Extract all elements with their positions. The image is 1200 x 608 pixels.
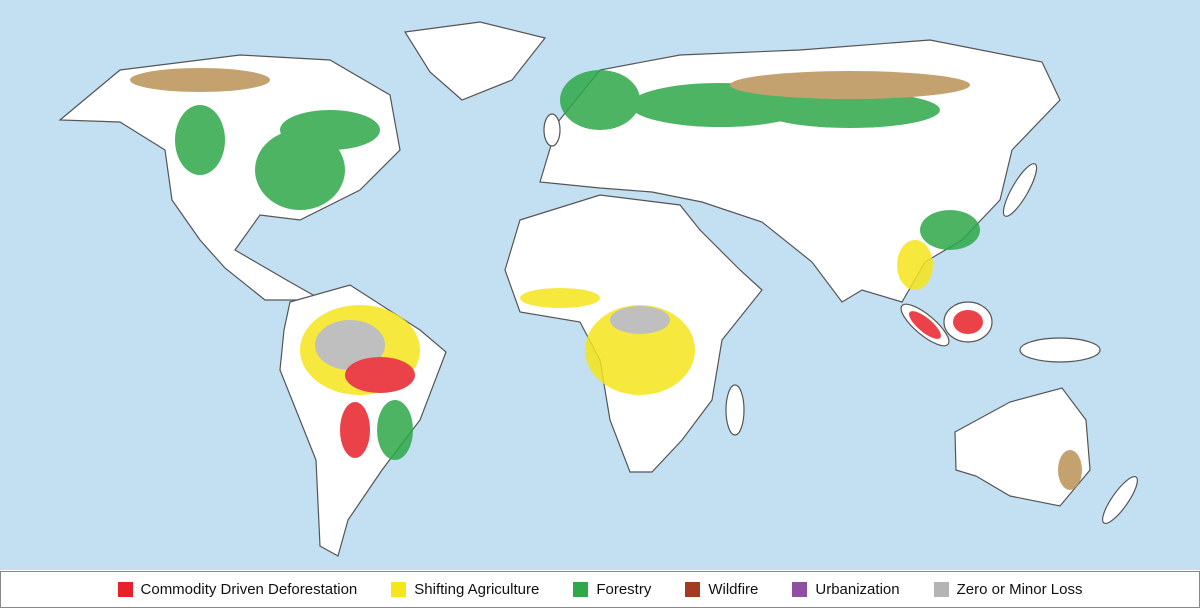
forestry-patch (255, 130, 345, 210)
new-zealand (1102, 476, 1138, 524)
new-guinea (1019, 337, 1101, 363)
legend-swatch (933, 582, 949, 597)
legend-label: Forestry (596, 581, 652, 598)
greenland (403, 21, 547, 101)
shifting-patch (897, 240, 933, 290)
legend-swatch (391, 582, 407, 597)
legend: Commodity Driven Deforestation Shifting A… (0, 571, 1200, 608)
forestry-patch (560, 70, 640, 130)
legend-item: Wildfire (685, 581, 758, 598)
legend-label: Shifting Agriculture (414, 581, 540, 598)
minor-loss-patch (610, 306, 670, 334)
legend-item: Zero or Minor Loss (933, 581, 1083, 598)
loss-patches (130, 68, 1082, 490)
forestry-patch (760, 92, 940, 128)
shifting-patch (520, 288, 600, 308)
forestry-patch (175, 105, 225, 175)
minor-loss-patch (315, 320, 385, 370)
legend-swatch (573, 582, 589, 597)
commodity-patch (909, 311, 941, 339)
commodity-patch (340, 402, 370, 458)
wildfire-patch (730, 71, 970, 99)
legend-item: Commodity Driven Deforestation (117, 581, 358, 598)
wildfire-patch (1058, 450, 1082, 490)
japan (1002, 163, 1038, 217)
legend-label: Commodity Driven Deforestation (140, 581, 358, 598)
shifting-patch (585, 305, 695, 395)
uk (543, 113, 561, 147)
legend-swatch (117, 582, 133, 597)
madagascar (725, 384, 745, 436)
commodity-patch (953, 310, 983, 334)
legend-item: Urbanization (792, 581, 900, 598)
legend-item: Shifting Agriculture (391, 581, 539, 598)
legend-label: Wildfire (708, 581, 759, 598)
commodity-patch (345, 357, 415, 393)
wildfire-patch (130, 68, 270, 92)
legend-swatch (792, 582, 808, 597)
legend-swatch (685, 582, 701, 597)
forestry-patch (280, 110, 380, 150)
legend-item: Forestry (573, 581, 651, 598)
forestry-patch (920, 210, 980, 250)
legend-label: Urbanization (815, 581, 900, 598)
world-map (0, 0, 1200, 570)
legend-label: Zero or Minor Loss (956, 581, 1083, 598)
forestry-patch (377, 400, 413, 460)
